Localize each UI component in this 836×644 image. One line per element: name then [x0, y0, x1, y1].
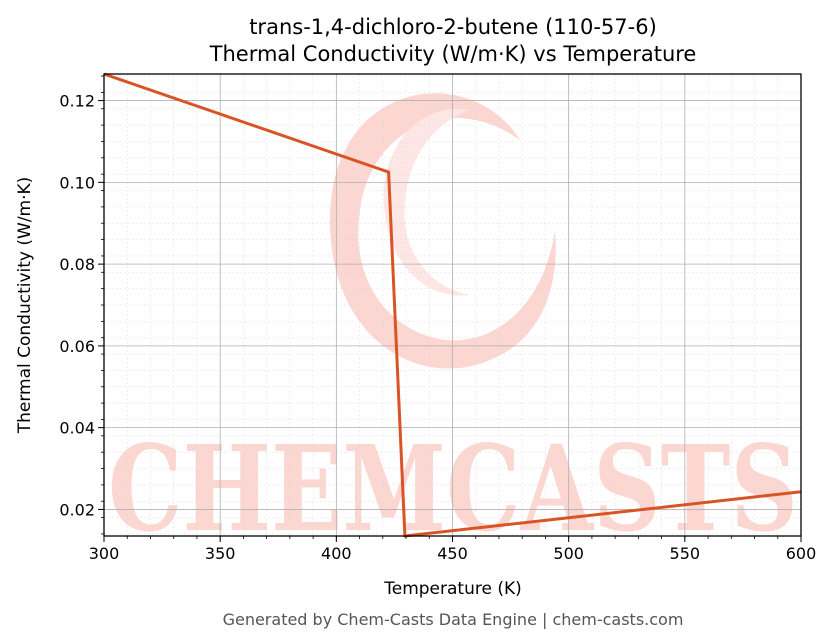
series-layer [103, 72, 802, 538]
footer-credit: Generated by Chem-Casts Data Engine | ch… [223, 610, 684, 629]
x-tick-label: 600 [786, 544, 817, 563]
y-tick-label: 0.02 [59, 500, 95, 519]
watermark: CHEMCASTS [108, 93, 798, 558]
x-tick-label: 500 [553, 544, 584, 563]
x-tick-label: 300 [89, 544, 120, 563]
y-tick-label: 0.06 [59, 337, 95, 356]
y-tick-label: 0.12 [59, 92, 95, 111]
y-tick-label: 0.10 [59, 173, 95, 192]
x-axis-label: Temperature (K) [383, 579, 522, 599]
ticks-layer: 300 350 400 450 500 550 600 0.02 0.04 0.06 0.08 0.1… [59, 75, 817, 563]
x-tick-label: 550 [670, 544, 701, 563]
x-tick-label: 400 [321, 544, 352, 563]
x-tick-label: 350 [205, 544, 236, 563]
watermark-logo-swirl [330, 93, 556, 369]
y-tick-label: 0.04 [59, 419, 95, 438]
x-tick-label: 450 [437, 544, 468, 563]
chart-title: trans-1,4-dichloro-2-butene (110-57-6) [249, 15, 657, 39]
series-line [103, 72, 802, 538]
chart-subtitle: Thermal Conductivity (W/m·K) vs Temperat… [209, 42, 697, 66]
watermark-logo-inner [383, 108, 470, 296]
y-tick-label: 0.08 [59, 255, 95, 274]
y-axis-label: Thermal Conductivity (W/m·K) [15, 177, 35, 435]
watermark-text: CHEMCASTS [108, 419, 798, 558]
